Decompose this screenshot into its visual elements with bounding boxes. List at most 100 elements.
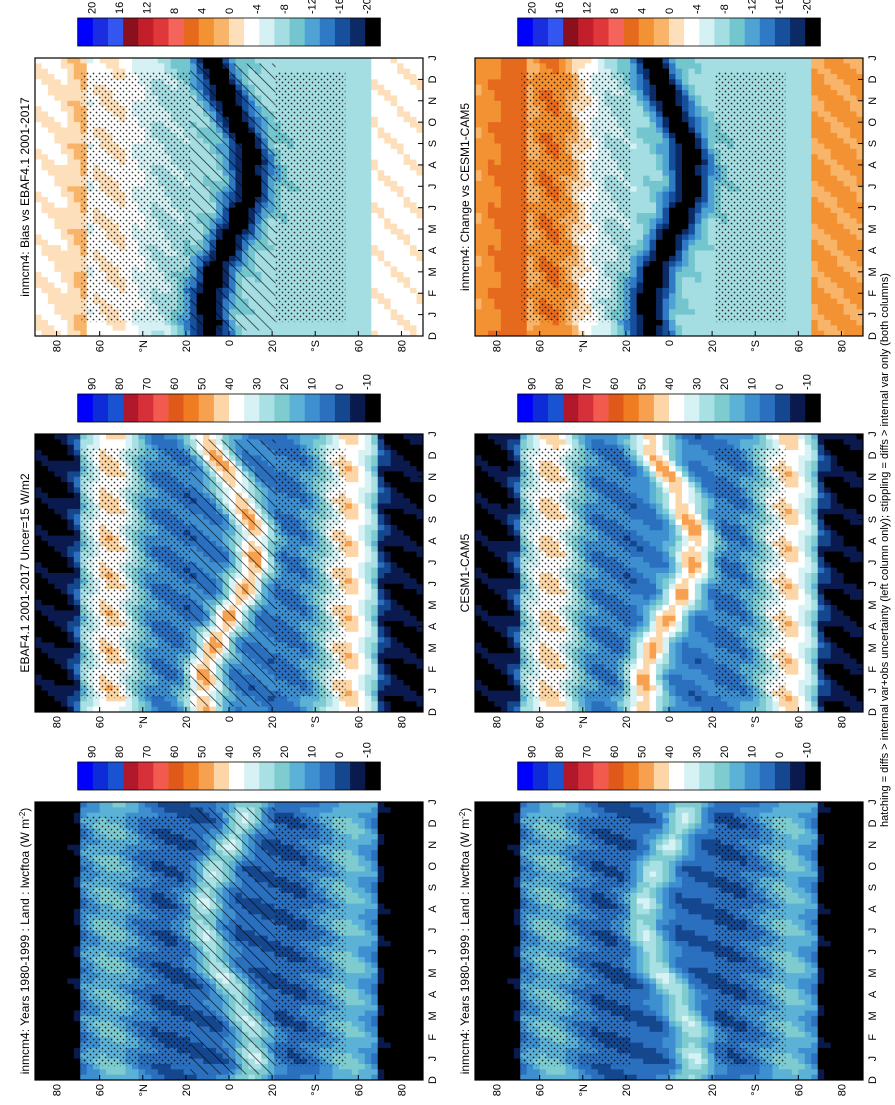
heatmap-cell <box>48 850 55 856</box>
heatmap-cell <box>481 994 488 1000</box>
heatmap-cell <box>656 925 663 931</box>
heatmap-cell <box>682 1048 689 1054</box>
heatmap-cell <box>785 962 792 968</box>
heatmap-cell <box>417 914 424 920</box>
heatmap-cell <box>831 1048 838 1054</box>
heatmap-cell <box>35 1053 42 1059</box>
heatmap-cell <box>54 1015 61 1021</box>
heatmap-cell <box>520 1074 527 1080</box>
heatmap-cell <box>345 994 352 1000</box>
heatmap-cell <box>54 812 61 818</box>
heatmap-cell <box>682 999 689 1005</box>
heatmap-cell <box>514 946 521 952</box>
heatmap-cell <box>760 1069 767 1075</box>
heatmap-cell <box>663 935 670 941</box>
heatmap-cell <box>320 807 327 813</box>
heatmap-cell <box>637 1005 644 1011</box>
heatmap-cell <box>378 866 385 872</box>
heatmap-cell <box>365 967 372 973</box>
heatmap-cell <box>566 1074 573 1080</box>
heatmap-cell <box>345 834 352 840</box>
heatmap-cell <box>352 1064 359 1070</box>
heatmap-cell <box>501 1037 508 1043</box>
heatmap-cell <box>488 1005 495 1011</box>
heatmap-cell <box>371 855 378 861</box>
heatmap-cell <box>384 850 391 856</box>
heatmap-cell <box>67 973 74 979</box>
heatmap-cell <box>48 941 55 947</box>
heatmap-cell <box>824 1069 831 1075</box>
heatmap-cell <box>663 978 670 984</box>
heatmap-cell <box>365 855 372 861</box>
heatmap-cell <box>371 1074 378 1080</box>
heatmap-cell <box>54 951 61 957</box>
heatmap-cell <box>656 1048 663 1054</box>
heatmap-cell <box>488 946 495 952</box>
heatmap-cell <box>391 914 398 920</box>
heatmap-cell <box>307 807 314 813</box>
heatmap-cell <box>553 1069 560 1075</box>
heatmap-cell <box>630 957 637 963</box>
heatmap-cell <box>488 1026 495 1032</box>
heatmap-cell <box>669 935 676 941</box>
heatmap-cell <box>701 1010 708 1016</box>
heatmap-cell <box>857 978 864 984</box>
heatmap-cell <box>404 957 411 963</box>
heatmap-cell <box>397 978 404 984</box>
heatmap-cell <box>663 1010 670 1016</box>
heatmap-cell <box>404 935 411 941</box>
heatmap-cell <box>397 828 404 834</box>
heatmap-cell <box>514 1042 521 1048</box>
heatmap-cell <box>501 989 508 995</box>
heatmap-cell <box>708 1042 715 1048</box>
heatmap-cell <box>404 1053 411 1059</box>
heatmap-cell <box>844 1031 851 1037</box>
heatmap-cell <box>669 957 676 963</box>
heatmap-cell <box>41 973 48 979</box>
heatmap-cell <box>48 866 55 872</box>
heatmap-cell <box>391 1026 398 1032</box>
heatmap-cell <box>74 1074 81 1080</box>
heatmap-cell <box>48 999 55 1005</box>
heatmap-cell <box>378 1058 385 1064</box>
heatmap-cell <box>818 930 825 936</box>
heatmap-cell <box>656 967 663 973</box>
heatmap-cell <box>656 957 663 963</box>
heatmap-cell <box>417 812 424 818</box>
heatmap-cell <box>844 1015 851 1021</box>
heatmap-cell <box>643 946 650 952</box>
heatmap-cell <box>339 1069 346 1075</box>
heatmap-cell <box>675 994 682 1000</box>
heatmap-cell <box>844 941 851 947</box>
heatmap-cell <box>410 941 417 947</box>
heatmap-cell <box>74 999 81 1005</box>
heatmap-cell <box>481 951 488 957</box>
heatmap-cell <box>811 930 818 936</box>
heatmap-cell <box>345 946 352 952</box>
heatmap-cell <box>501 930 508 936</box>
heatmap-cell <box>345 818 352 824</box>
heatmap-cell <box>663 1069 670 1075</box>
heatmap-cell <box>701 989 708 995</box>
heatmap-cell <box>35 978 42 984</box>
heatmap-cell <box>708 1037 715 1043</box>
heatmap-cell <box>61 909 68 915</box>
heatmap-cell <box>397 1031 404 1037</box>
heatmap-cell <box>481 946 488 952</box>
heatmap-cell <box>67 876 74 882</box>
heatmap-cell <box>397 850 404 856</box>
heatmap-cell <box>48 876 55 882</box>
heatmap-cell <box>514 951 521 957</box>
heatmap-cell <box>811 1026 818 1032</box>
heatmap-cell <box>384 903 391 909</box>
heatmap-cell <box>417 1053 424 1059</box>
heatmap-cell <box>805 1048 812 1054</box>
heatmap-cell <box>61 903 68 909</box>
heatmap-cell <box>300 1069 307 1075</box>
heatmap-cell <box>695 946 702 952</box>
heatmap-cell <box>501 925 508 931</box>
heatmap-cell <box>352 834 359 840</box>
heatmap-cell <box>41 1042 48 1048</box>
heatmap-cell <box>345 882 352 888</box>
heatmap-cell <box>371 887 378 893</box>
